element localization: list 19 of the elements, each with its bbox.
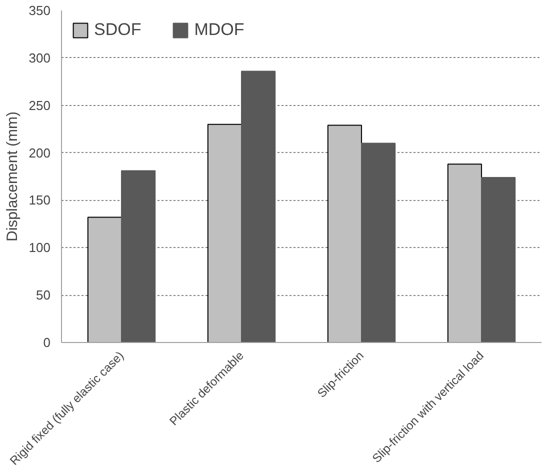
y-tick-label: 50: [36, 288, 51, 303]
bar: [447, 164, 482, 342]
bar: [87, 216, 122, 342]
y-tick-label: 250: [28, 98, 51, 113]
y-axis-title: Displacement (mm): [4, 111, 21, 242]
bar: [481, 176, 516, 342]
y-tick-label: 200: [28, 145, 51, 160]
y-tick-label: 100: [28, 240, 51, 256]
y-tick-label: 350: [28, 3, 51, 18]
y-tick-label: 150: [28, 192, 51, 208]
bar: [121, 170, 156, 342]
legend-label: MDOF: [194, 20, 244, 40]
y-tick-label: 300: [28, 50, 51, 66]
bar: [207, 124, 242, 342]
y-tick-label: 0: [43, 335, 51, 350]
bar: [361, 142, 396, 342]
bar: [327, 124, 362, 342]
bar: [241, 70, 276, 342]
legend-label: SDOF: [94, 20, 142, 40]
